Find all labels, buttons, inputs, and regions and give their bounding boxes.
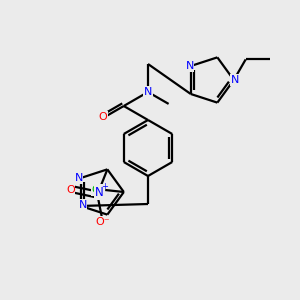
- Text: O⁻: O⁻: [95, 217, 110, 227]
- Text: N: N: [144, 87, 152, 97]
- Text: +: +: [101, 182, 108, 191]
- Text: N: N: [95, 186, 104, 199]
- Text: N: N: [186, 61, 194, 71]
- Text: Cl: Cl: [92, 185, 103, 195]
- Text: O: O: [99, 112, 107, 122]
- Text: O: O: [66, 184, 75, 195]
- Text: N: N: [75, 173, 83, 183]
- Text: N: N: [79, 200, 87, 210]
- Text: N: N: [231, 75, 239, 85]
